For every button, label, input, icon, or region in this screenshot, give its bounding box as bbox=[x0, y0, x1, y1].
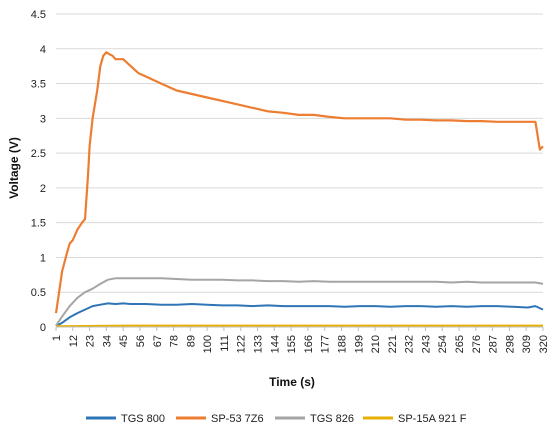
y-tick-label: 4 bbox=[40, 44, 46, 56]
y-tick-label: 4.5 bbox=[31, 9, 46, 21]
y-tick-label: 1 bbox=[40, 252, 46, 264]
legend-label: SP-53 7Z6 bbox=[211, 413, 264, 425]
x-tick-label: 276 bbox=[471, 335, 483, 353]
legend-label: TGS 800 bbox=[121, 413, 165, 425]
x-tick-label: 89 bbox=[185, 335, 197, 347]
x-tick-label: 221 bbox=[387, 335, 399, 353]
y-tick-label: 2 bbox=[40, 183, 46, 195]
y-axis-ticks: 0 0.5 1 1.5 2 2.5 3 3.5 4 4.5 bbox=[31, 9, 46, 334]
legend-label: SP-15A 921 F bbox=[398, 413, 467, 425]
legend-item: TGS 826 bbox=[275, 413, 354, 425]
series-line bbox=[54, 51, 544, 314]
y-axis-title: Voltage (V) bbox=[7, 137, 21, 199]
x-tick-label: 320 bbox=[538, 335, 550, 353]
grid bbox=[56, 13, 543, 293]
x-tick-label: 78 bbox=[169, 335, 181, 347]
x-tick-label: 12 bbox=[68, 335, 80, 347]
x-tick-label: 166 bbox=[303, 335, 315, 353]
series-line bbox=[55, 324, 543, 328]
y-tick-label: 3.5 bbox=[31, 79, 46, 91]
series-lines bbox=[54, 51, 544, 328]
x-tick-label: 122 bbox=[236, 335, 248, 353]
x-axis-ticks: 1 12 23 34 45 56 67 78 89 100 111 122 133 144 155 166 17… bbox=[51, 327, 550, 353]
x-tick-label: 287 bbox=[488, 335, 500, 353]
x-tick-label: 188 bbox=[336, 335, 348, 353]
x-tick-label: 232 bbox=[404, 335, 416, 353]
series-line bbox=[55, 277, 544, 327]
x-tick-label: 23 bbox=[85, 335, 97, 347]
x-tick-label: 144 bbox=[269, 335, 281, 353]
x-tick-label: 243 bbox=[420, 335, 432, 353]
x-axis-title: Time (s) bbox=[269, 375, 315, 389]
x-tick-label: 56 bbox=[135, 335, 147, 347]
x-tick-label: 111 bbox=[219, 335, 231, 352]
y-tick-label: 2.5 bbox=[31, 148, 46, 160]
x-tick-label: 177 bbox=[320, 335, 332, 353]
y-tick-label: 3 bbox=[40, 113, 46, 125]
x-tick-label: 45 bbox=[118, 335, 130, 347]
legend-item: SP-15A 921 F bbox=[363, 413, 467, 425]
x-tick-label: 309 bbox=[521, 335, 533, 353]
y-tick-label: 0 bbox=[40, 322, 46, 334]
x-tick-label: 34 bbox=[101, 335, 113, 347]
x-tick-label: 210 bbox=[370, 335, 382, 353]
legend-item: SP-53 7Z6 bbox=[176, 413, 264, 425]
x-tick-label: 133 bbox=[253, 335, 265, 353]
x-tick-label: 1 bbox=[51, 335, 63, 341]
y-tick-label: 1.5 bbox=[31, 218, 46, 230]
x-tick-label: 199 bbox=[353, 335, 365, 353]
legend: TGS 800 SP-53 7Z6 TGS 826 SP-15A 921 F bbox=[86, 413, 467, 425]
x-tick-label: 100 bbox=[202, 335, 214, 353]
x-tick-label: 254 bbox=[437, 335, 449, 353]
x-tick-label: 155 bbox=[286, 335, 298, 353]
legend-label: TGS 826 bbox=[310, 413, 354, 425]
x-tick-label: 67 bbox=[152, 335, 164, 347]
y-tick-label: 0.5 bbox=[31, 287, 46, 299]
x-tick-label: 298 bbox=[504, 335, 516, 353]
legend-item: TGS 800 bbox=[86, 413, 165, 425]
x-tick-label: 265 bbox=[454, 335, 466, 353]
series-line bbox=[55, 302, 544, 328]
